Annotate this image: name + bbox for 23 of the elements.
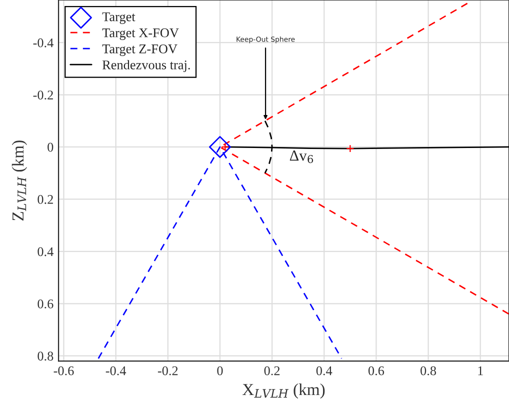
x-tick-label: -0.4 — [106, 366, 126, 376]
y-tick-label: 0 — [48, 142, 54, 152]
x-axis-title: X$_{LVLH}$ (km) — [242, 383, 325, 399]
y-tick-label: 0.4 — [38, 247, 54, 256]
legend-label: Rendezvous traj. — [102, 60, 190, 72]
x-tick-label: 0.4 — [316, 366, 332, 376]
x-tick-label: 0 — [217, 366, 223, 376]
y-tick-label: -0.4 — [33, 38, 54, 48]
x-tick-label: -0.6 — [54, 366, 74, 376]
y-tick-label: 0.8 — [38, 352, 54, 361]
x-tick-label: -0.2 — [158, 366, 178, 376]
x-tick-label: 1 — [478, 366, 483, 376]
y-tick-label: 0.6 — [38, 299, 54, 308]
legend-label: Target X-FOV — [102, 28, 179, 40]
x-tick-label: 0.8 — [420, 366, 436, 376]
y-tick-label: 0.2 — [38, 195, 53, 204]
annotation: Δv$_{6}$ — [290, 150, 314, 164]
y-tick-label: -0.2 — [33, 90, 53, 100]
x-tick-label: 0.6 — [368, 366, 384, 376]
y-axis-title: Z$_{LVLH}$ (km) — [12, 140, 28, 220]
legend-label: Target Z-FOV — [102, 44, 178, 56]
legend-label: Target — [102, 12, 136, 24]
x-tick-label: 0.2 — [264, 366, 280, 376]
